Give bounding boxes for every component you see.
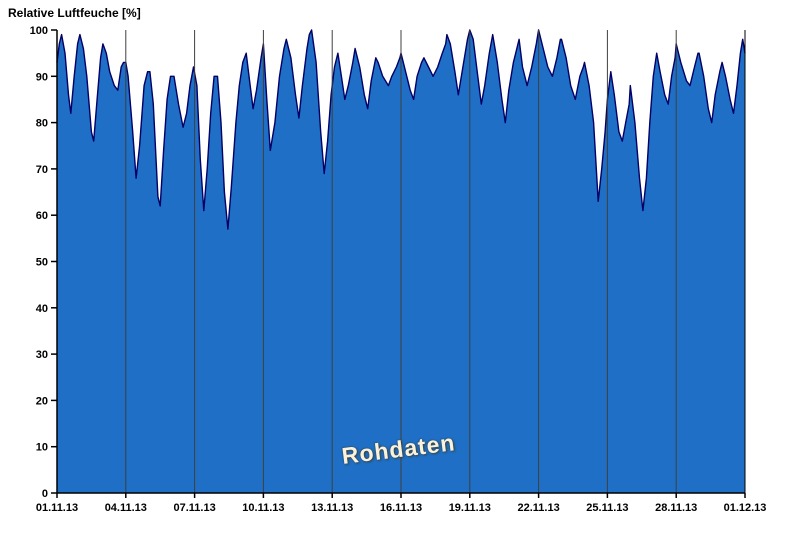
y-tick-label: 100 (30, 25, 48, 37)
y-tick-label: 40 (36, 303, 48, 315)
x-tick-label: 22.11.13 (517, 502, 559, 514)
x-tick-label: 25.11.13 (586, 502, 628, 514)
x-tick-label: 01.12.13 (724, 502, 767, 514)
x-tick-label: 04.11.13 (105, 502, 147, 514)
humidity-line (56, 29, 746, 230)
x-tick-label: 10.11.13 (242, 502, 284, 514)
y-tick-label: 30 (36, 349, 48, 361)
x-tick-label: 01.11.13 (36, 502, 78, 514)
y-tick-label: 70 (36, 164, 48, 176)
y-tick-label: 80 (36, 118, 48, 130)
x-tick-label: 28.11.13 (655, 502, 697, 514)
x-tick-label: 13.11.13 (311, 502, 353, 514)
y-tick-label: 60 (36, 210, 48, 222)
y-tick-label: 0 (42, 488, 48, 500)
y-tick-label: 10 (36, 442, 48, 454)
x-tick-label: 16.11.13 (380, 502, 422, 514)
chart-title: Relative Luftfeuche [%] (8, 6, 141, 20)
x-tick-label: 07.11.13 (173, 502, 215, 514)
x-tick-label: 19.11.13 (449, 502, 491, 514)
y-tick-label: 50 (36, 257, 48, 269)
y-tick-label: 20 (36, 395, 48, 407)
y-tick-label: 90 (36, 71, 48, 83)
